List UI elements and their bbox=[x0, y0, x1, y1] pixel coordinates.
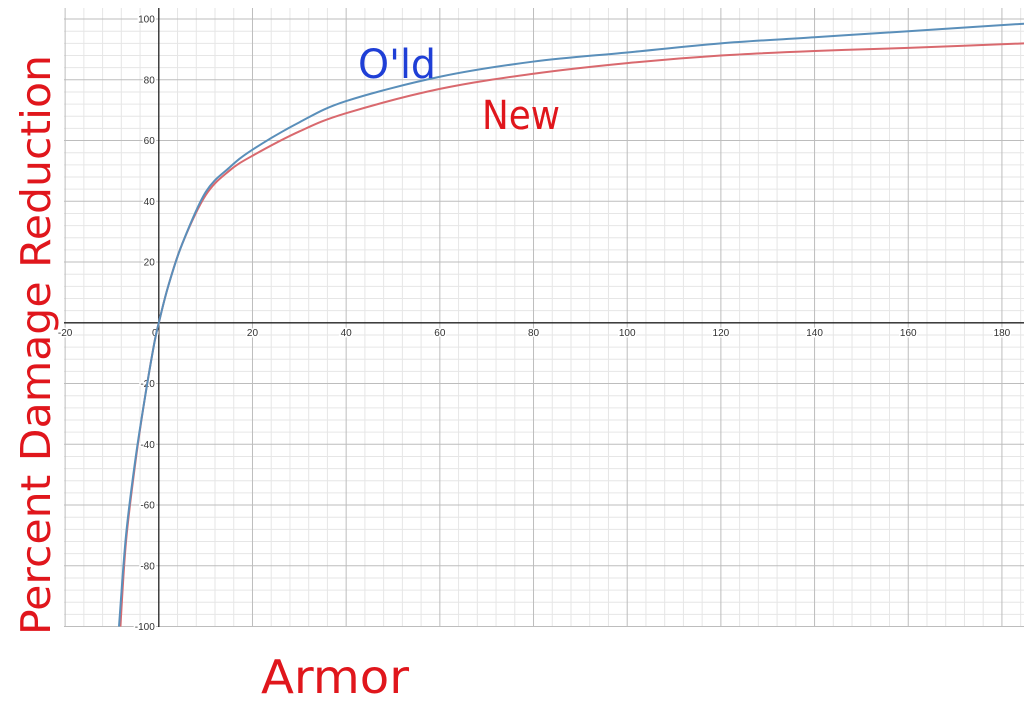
x-tick-label: 40 bbox=[341, 328, 353, 339]
series-label-old: O'ld bbox=[358, 42, 436, 88]
x-axis-label: Armor bbox=[261, 650, 409, 704]
series-layer bbox=[117, 22, 1024, 627]
y-tick-label: 100 bbox=[138, 15, 155, 26]
x-tick-label: 120 bbox=[713, 328, 730, 339]
series-label-new: New bbox=[482, 93, 560, 139]
x-tick-label: 80 bbox=[528, 328, 540, 339]
y-tick-label: -80 bbox=[140, 561, 155, 572]
x-tick-label: 160 bbox=[900, 328, 917, 339]
x-tick-label: 0 bbox=[152, 328, 158, 339]
y-tick-label: 40 bbox=[144, 197, 156, 208]
x-tick-label: 100 bbox=[619, 328, 636, 339]
x-tick-label: 140 bbox=[806, 328, 823, 339]
y-tick-label: -100 bbox=[135, 622, 155, 633]
minor-grid bbox=[64, 8, 1024, 627]
y-axis-label: Percent Damage Reduction bbox=[12, 55, 60, 635]
y-tick-label: -40 bbox=[140, 440, 155, 451]
x-tick-label: -20 bbox=[58, 328, 73, 339]
y-tick-label: 60 bbox=[144, 136, 156, 147]
y-tick-label: 80 bbox=[144, 75, 156, 86]
axes bbox=[64, 8, 1024, 627]
x-tick-label: 180 bbox=[994, 328, 1011, 339]
y-tick-label: 20 bbox=[144, 258, 156, 269]
series-line-old bbox=[117, 22, 1024, 627]
y-tick-label: -60 bbox=[140, 501, 155, 512]
x-tick-label: 20 bbox=[247, 328, 259, 339]
major-grid bbox=[64, 8, 1024, 628]
x-tick-label: 60 bbox=[434, 328, 446, 339]
